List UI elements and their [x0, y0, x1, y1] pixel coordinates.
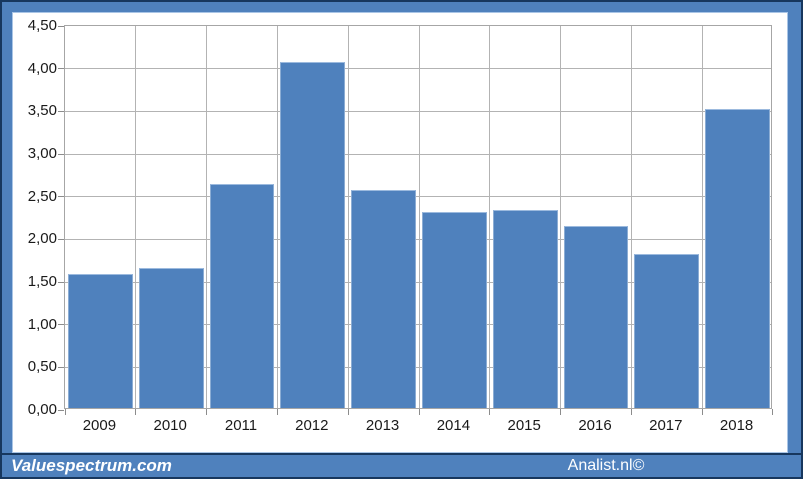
- y-axis-tick: [58, 196, 64, 198]
- x-axis-tick: [771, 409, 773, 415]
- footer-bar: Valuespectrum.com Analist.nl©: [2, 453, 801, 477]
- x-axis-label-2016: 2016: [578, 417, 612, 434]
- v-gridline: [135, 26, 137, 408]
- footer-brand-valuespectrum: Valuespectrum.com: [11, 456, 172, 475]
- h-gridline: [65, 196, 771, 198]
- h-gridline: [65, 366, 771, 368]
- bar-2011: [209, 183, 275, 408]
- y-axis-tick: [58, 25, 64, 27]
- y-axis-tick: [58, 68, 64, 70]
- v-gridline: [347, 26, 349, 408]
- bar-2016: [563, 226, 629, 408]
- x-axis-tick: [206, 409, 208, 415]
- bar-2010: [138, 268, 204, 408]
- x-axis-label-2010: 2010: [153, 417, 187, 434]
- x-axis-label-2012: 2012: [295, 417, 329, 434]
- x-axis-label-2013: 2013: [365, 417, 400, 434]
- v-gridline: [701, 26, 703, 408]
- x-axis-label-2009: 2009: [82, 417, 117, 434]
- bar-2018: [705, 109, 770, 408]
- h-gridline: [65, 153, 771, 155]
- x-axis-tick: [701, 409, 703, 415]
- v-gridline: [630, 26, 632, 408]
- y-axis-tick-label: 0,00: [27, 401, 57, 418]
- v-gridline: [560, 26, 562, 408]
- v-gridline: [206, 26, 208, 408]
- y-axis-tick: [58, 409, 64, 411]
- y-axis-tick: [58, 110, 64, 112]
- bar-2014: [422, 211, 487, 408]
- y-axis-tick-label: 4,50: [27, 17, 57, 34]
- h-gridline: [65, 68, 771, 70]
- bar-2009: [68, 274, 133, 408]
- x-axis-tick: [276, 409, 278, 415]
- chart-panel: 0,00 0,50 1,00 1,50 2,00 2,50 3,00 3,50 4,00 4,50…: [12, 12, 788, 453]
- x-axis-tick: [64, 409, 66, 415]
- y-axis-tick-label: 3,50: [27, 102, 57, 120]
- y-axis-tick: [58, 324, 64, 326]
- x-axis-tick: [630, 409, 632, 415]
- y-axis-tick: [58, 238, 64, 240]
- y-axis-tick-label: 1,50: [27, 273, 57, 290]
- x-axis-label-2014: 2014: [436, 417, 471, 434]
- y-axis-tick: [58, 366, 64, 368]
- x-axis-label-2011: 2011: [224, 417, 258, 434]
- h-gridline: [65, 324, 771, 326]
- h-gridline: [65, 281, 771, 283]
- y-axis-tick: [58, 281, 64, 283]
- plot-area: [58, 25, 773, 415]
- x-axis-label-2017: 2017: [649, 417, 683, 434]
- x-axis-tick: [135, 409, 137, 415]
- h-gridline: [65, 110, 771, 112]
- y-axis-tick-label: 1,00: [27, 315, 57, 333]
- y-axis-tick-label: 2,00: [27, 230, 57, 248]
- v-gridline: [489, 26, 491, 408]
- y-axis-tick-label: 0,50: [27, 358, 57, 376]
- x-axis-tick: [418, 409, 420, 415]
- bar-2013: [351, 190, 416, 408]
- bar-2017: [634, 254, 700, 408]
- bar-2012: [280, 62, 346, 408]
- x-axis-tick: [347, 409, 349, 415]
- h-gridline: [65, 238, 771, 240]
- x-axis-tick: [560, 409, 562, 415]
- x-axis-tick: [489, 409, 491, 415]
- footer-credit-analist: Analist.nl©: [567, 457, 645, 474]
- v-gridline: [276, 26, 278, 408]
- bar-2015: [492, 210, 558, 408]
- x-axis-label-2015: 2015: [507, 417, 541, 434]
- y-axis-tick-label: 4,00: [27, 59, 57, 77]
- v-gridline: [418, 26, 420, 408]
- y-axis-tick: [58, 153, 64, 155]
- y-axis-tick-label: 2,50: [27, 187, 57, 205]
- x-axis-label-2018: 2018: [719, 417, 754, 434]
- y-axis-tick-label: 3,00: [27, 145, 57, 162]
